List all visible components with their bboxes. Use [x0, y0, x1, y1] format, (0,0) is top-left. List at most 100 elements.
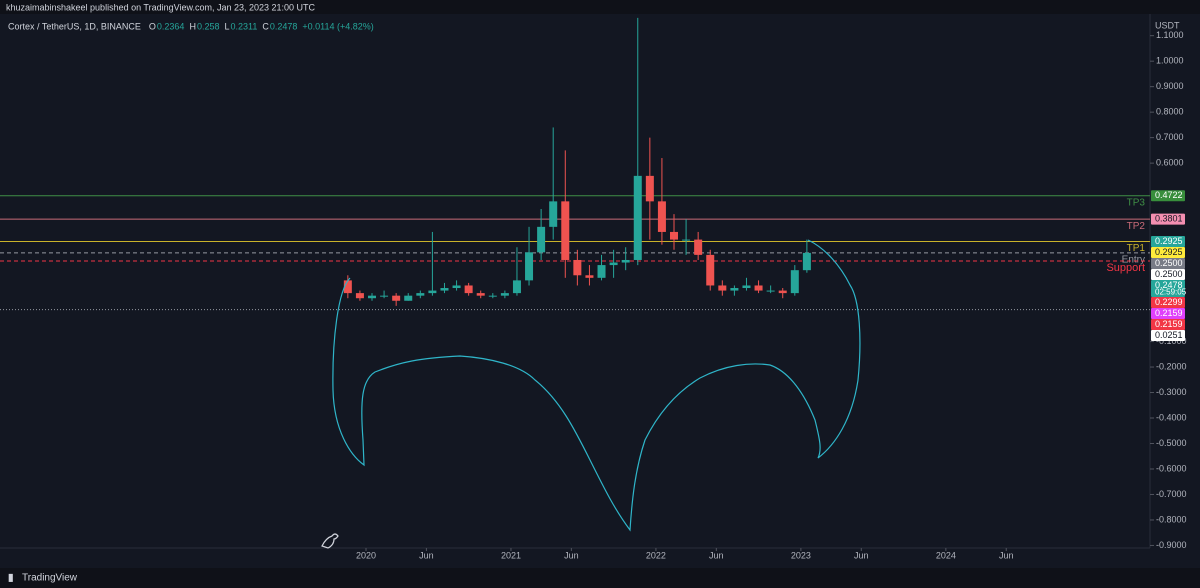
x-tick-label: 2020: [356, 550, 376, 560]
candle-body: [718, 285, 727, 291]
candle-body: [561, 201, 570, 260]
candle-body: [706, 254, 715, 286]
x-tick-label: 2023: [791, 550, 811, 560]
y-tick-label: 0.7000: [1156, 132, 1184, 142]
candle-body: [500, 293, 509, 296]
legend-key: C: [262, 21, 269, 31]
legend-key: H: [189, 21, 196, 31]
price-tag: [1151, 330, 1185, 342]
candle-body: [512, 280, 521, 294]
y-tick-label: -0.9000: [1156, 540, 1187, 550]
y-tick-label: 1.1000: [1156, 30, 1184, 40]
candle-body: [549, 201, 558, 227]
candle-body: [464, 285, 473, 294]
candle-body: [416, 293, 425, 296]
footer: TradingView: [22, 573, 78, 584]
candle-body: [525, 252, 534, 281]
candle-body: [670, 231, 678, 240]
price-tag: [1151, 269, 1185, 281]
y-tick-label: -0.6000: [1156, 463, 1187, 473]
candle-body: [355, 293, 364, 299]
y-tick-label: -0.8000: [1156, 514, 1187, 524]
price-tag: [1151, 236, 1185, 248]
candle-body: [742, 285, 751, 289]
legend-value: 0.258: [197, 21, 220, 31]
level-label: TP1: [1127, 243, 1146, 254]
y-tick-label: 1.0000: [1156, 56, 1184, 66]
candle-body: [609, 262, 618, 266]
price-tag: [1151, 297, 1185, 309]
legend-value: 0.2311: [230, 21, 257, 31]
icon: [321, 533, 339, 549]
x-tick-label: 2021: [501, 550, 521, 560]
price-tag-label: 0.0251: [1155, 330, 1183, 340]
candle-body: [537, 226, 546, 253]
price-tag: [1151, 247, 1185, 259]
x-tick-label: Jun: [999, 550, 1014, 560]
candle-body: [368, 295, 376, 299]
price-tag: [1151, 319, 1185, 331]
legend-change: +0.0114 (+4.82%): [302, 21, 373, 31]
y-tick-label: 0.6000: [1156, 158, 1184, 168]
price-tag: [1151, 280, 1185, 298]
level-label: TP3: [1127, 197, 1146, 208]
candle-body: [754, 285, 763, 291]
level-label: Support: [1106, 262, 1145, 274]
price-tag-label: 0.2925: [1155, 236, 1183, 246]
legend-key: L: [224, 21, 229, 31]
candle-body: [585, 275, 594, 278]
legend-key: O: [149, 21, 156, 31]
price-tag-label: 0.2159: [1155, 319, 1183, 329]
price-tag-label: 0.2299: [1155, 297, 1183, 307]
y-tick-label: -0.5000: [1156, 438, 1187, 448]
candle-body: [392, 295, 401, 301]
y-tick-label: 0.9000: [1156, 81, 1184, 91]
y-tick-label: -0.2000: [1156, 361, 1187, 371]
price-tag-label: 0.2159: [1155, 308, 1183, 318]
price-tag: [1151, 213, 1185, 225]
banner: khuzaimabinshakeel published on TradingV…: [6, 2, 316, 12]
candle-body: [682, 239, 691, 241]
candle-body: [790, 270, 799, 294]
candle-body: [343, 280, 352, 294]
footer-bar: [0, 568, 1200, 588]
candle-body: [778, 290, 787, 294]
x-tick-label: 2024: [936, 550, 956, 560]
price-tag: [1151, 258, 1185, 270]
candle-body: [802, 252, 811, 271]
candle-body: [645, 175, 654, 202]
banner-bar: [0, 0, 1200, 14]
candle-body: [730, 288, 739, 291]
candle-body: [657, 201, 666, 232]
logo-mark: ▮: [8, 573, 14, 584]
axis-unit: USDT: [1155, 20, 1180, 30]
x-tick-label: Jun: [564, 550, 579, 560]
price-tag-label: 0.3801: [1155, 214, 1183, 224]
candle-body: [404, 295, 413, 301]
drawing: [332, 239, 861, 532]
level-label: TP2: [1127, 221, 1146, 232]
candle-body: [633, 175, 642, 260]
legend-value: 0.2364: [157, 21, 185, 31]
candle-body: [597, 265, 606, 278]
price-tag: [1151, 190, 1185, 202]
y-tick-label: -0.3000: [1156, 387, 1187, 397]
price-tag-label: 0.2500: [1155, 258, 1183, 268]
price-tag: [1151, 308, 1185, 320]
candle-body: [428, 290, 437, 294]
price-tag-label: 0.2500: [1155, 269, 1183, 279]
candle-body: [488, 295, 497, 297]
y-tick-label: 0.8000: [1156, 107, 1184, 117]
x-tick-label: Jun: [709, 550, 724, 560]
candle-body: [452, 285, 461, 289]
candle-body: [573, 259, 582, 276]
level-label: Entry: [1122, 255, 1145, 266]
candle-body: [440, 288, 449, 291]
legend-value: 0.2478: [270, 21, 298, 31]
candle-body: [766, 290, 775, 292]
x-tick-label: 2022: [646, 550, 666, 560]
